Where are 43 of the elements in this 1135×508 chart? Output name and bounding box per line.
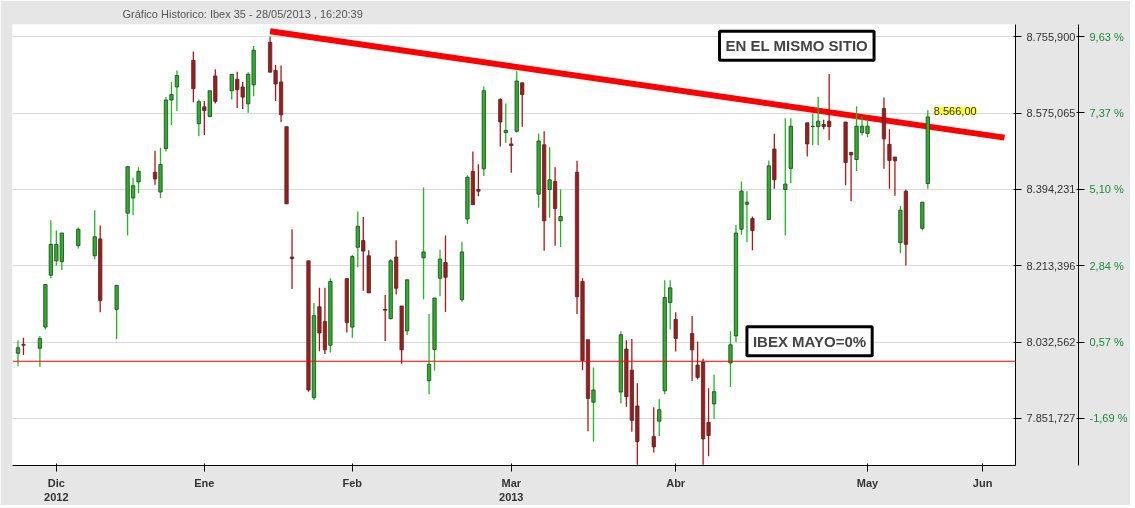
annotation: EN EL MISMO SITIO: [725, 37, 869, 55]
y2-tick-label: -1,69 %: [1089, 412, 1128, 425]
candlestick: [651, 406, 656, 454]
y-tick-label: 8.394,231: [1026, 183, 1076, 196]
y-tick-label: 8.032,562: [1026, 336, 1076, 349]
y-tick-label: 8.575,065: [1026, 107, 1076, 120]
x-tick-label: Abr: [666, 476, 686, 489]
y2-tick-label: 0,57 %: [1089, 336, 1124, 349]
candlestick: [15, 339, 21, 367]
y-tick-label: 8.213,396: [1026, 259, 1076, 272]
y2-tick-label: 7,37 %: [1089, 106, 1124, 119]
x-tick-label: Mar 2013: [499, 476, 524, 503]
candlestick: [136, 166, 141, 194]
candlestick: [174, 69, 180, 112]
x-tick-label: May: [856, 476, 880, 489]
annotation: IBEX MAYO=0%: [752, 332, 867, 350]
x-tick-label: Dic 2012: [44, 476, 69, 503]
candlestick: [558, 188, 563, 248]
x-tick-label: Feb: [342, 476, 363, 489]
candlestick: [509, 136, 514, 174]
y2-tick-label: 9,63 %: [1089, 30, 1124, 43]
candlestick: [37, 335, 42, 368]
candlestick: [76, 226, 81, 250]
x-tick-label: Jun: [972, 476, 993, 489]
candlestick: [711, 374, 717, 420]
candlestick: [421, 186, 426, 300]
x-tick-label: Ene: [194, 476, 215, 489]
candlestick: [498, 97, 503, 148]
candlestick: [657, 398, 662, 437]
candlestick: [690, 315, 695, 382]
annotation: 8.566,00: [933, 104, 977, 117]
y-tick-label: 7.851,727: [1026, 412, 1076, 425]
candlestick: [289, 228, 295, 290]
candlestick: [728, 330, 733, 388]
y2-tick-label: 5,10 %: [1089, 183, 1124, 196]
candlestick: [750, 215, 755, 251]
chart-title: Gráfico Historico: Ibex 35 - 28/05/2013 , 16:20:39: [122, 7, 363, 20]
candlestick: [503, 102, 508, 144]
y2-tick-label: 2,84 %: [1089, 259, 1124, 272]
candlestick: [673, 311, 678, 353]
candlestick: [783, 117, 788, 237]
y-tick-label: 8.755,900: [1026, 30, 1076, 43]
candlestick: [426, 313, 432, 395]
